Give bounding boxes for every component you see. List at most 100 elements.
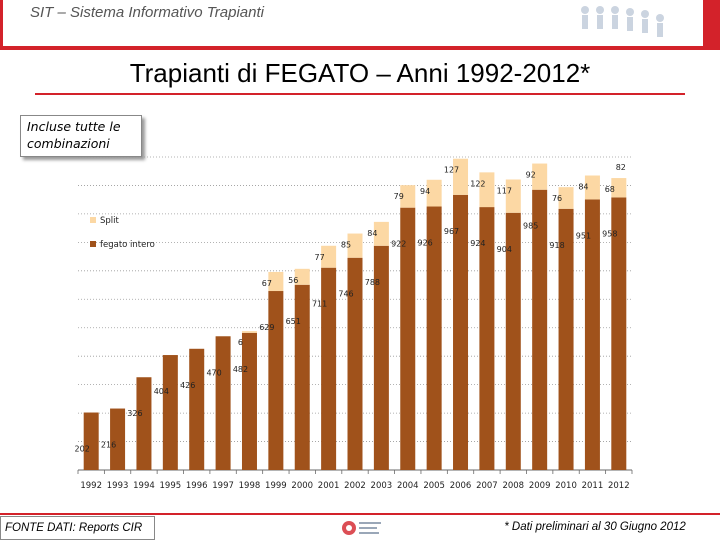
data-label-split: 85	[341, 241, 351, 250]
data-label-split: 94	[420, 187, 430, 196]
header-title: SIT – Sistema Informativo Trapianti	[30, 4, 264, 21]
data-label-fegato-intero: 629	[259, 323, 274, 332]
bar-fegato-intero	[400, 207, 416, 470]
bar-split	[453, 158, 469, 195]
bar-fegato-intero	[189, 348, 205, 470]
data-label-split: 84	[367, 229, 377, 238]
note-box: Incluse tutte le combinazioni	[20, 115, 142, 157]
bar-split	[532, 163, 548, 190]
data-label-fegato-intero: 404	[154, 387, 169, 396]
footer-rule	[0, 513, 720, 515]
people-chain-icon	[581, 6, 664, 37]
data-label-fegato-intero: 922	[391, 240, 406, 249]
bar-split	[400, 185, 416, 208]
bar-fegato-intero	[558, 208, 574, 470]
x-tick-label: 1992	[80, 481, 102, 491]
bar-split	[321, 245, 337, 268]
legend-label-fegato-intero: fegato intero	[100, 240, 155, 250]
bar-fegato-intero	[83, 412, 99, 470]
x-tick-label: 2001	[318, 481, 340, 491]
bar-split	[241, 331, 257, 333]
bar-split	[347, 233, 363, 258]
page-title: Trapianti di FEGATO – Anni 1992-2012*	[129, 58, 591, 88]
bar-split	[611, 178, 627, 198]
x-tick-label: 2002	[344, 481, 366, 491]
source-note: FONTE DATI: Reports CIR	[0, 516, 155, 540]
x-tick-label: 1999	[265, 481, 287, 491]
data-label-fegato-intero: 788	[365, 278, 380, 287]
legend-label-split: Split	[100, 216, 120, 226]
legend-swatch-fegato-intero	[90, 241, 96, 247]
data-label-split: 127	[444, 166, 459, 175]
x-tick-label: 2007	[476, 481, 498, 491]
data-label-fegato-intero: 918	[549, 241, 564, 250]
x-tick-label: 1996	[186, 481, 208, 491]
bar-fegato-intero	[321, 267, 337, 470]
data-label-fegato-intero: 326	[127, 409, 142, 418]
data-label-fegato-intero: 926	[418, 239, 433, 248]
bar-fegato-intero	[479, 207, 495, 470]
data-label-fegato-intero: 470	[206, 368, 221, 377]
data-label-fegato-intero: 924	[470, 239, 485, 248]
bar-fegato-intero	[426, 206, 442, 470]
data-label-fegato-intero: 985	[523, 222, 538, 231]
bar-fegato-intero	[532, 189, 548, 471]
bar-split	[294, 268, 310, 285]
data-label-fegato-intero: 482	[233, 365, 248, 374]
centro-nazionale-trapianti-logo-icon	[342, 521, 381, 535]
bar-fegato-intero	[505, 212, 521, 470]
data-label-fegato-intero: 202	[75, 445, 90, 454]
bar-fegato-intero	[136, 377, 152, 470]
x-tick-label: 2011	[582, 481, 604, 491]
x-tick-label: 2003	[371, 481, 393, 491]
data-label-extra: 82	[616, 163, 626, 172]
data-label-fegato-intero: 958	[602, 229, 617, 238]
bar-split	[505, 179, 521, 213]
preliminary-data-note: * Dati preliminari al 30 Giugno 2012	[504, 521, 686, 533]
data-label-fegato-intero: 746	[338, 290, 353, 299]
x-tick-label: 2000	[291, 481, 313, 491]
x-tick-label: 2012	[608, 481, 630, 491]
data-label-fegato-intero: 426	[180, 381, 195, 390]
bar-split	[426, 179, 442, 207]
x-tick-label: 2005	[423, 481, 445, 491]
bar-split	[479, 172, 495, 208]
data-label-split: 122	[470, 179, 485, 188]
bar-fegato-intero	[584, 199, 600, 470]
data-label-split: 92	[526, 171, 536, 180]
data-label-fegato-intero: 711	[312, 300, 327, 309]
data-label-split: 56	[288, 276, 298, 285]
x-tick-label: 2009	[529, 481, 551, 491]
bar-fegato-intero	[110, 408, 126, 470]
bar-fegato-intero	[215, 336, 231, 470]
x-tick-label: 1997	[212, 481, 234, 491]
data-label-fegato-intero: 951	[576, 231, 591, 240]
bar-split	[373, 221, 389, 246]
data-label-split: 68	[605, 185, 615, 194]
header-bar: SIT – Sistema Informativo Trapianti	[0, 0, 720, 50]
bar-split	[268, 271, 284, 292]
data-label-split: 77	[315, 253, 325, 262]
data-label-split: 6	[238, 338, 243, 347]
data-label-fegato-intero: 967	[444, 227, 459, 236]
bar-split	[584, 175, 600, 200]
bar-fegato-intero	[162, 355, 178, 470]
bar-fegato-intero	[294, 284, 310, 470]
x-tick-label: 2008	[502, 481, 524, 491]
data-label-split: 67	[262, 279, 272, 288]
legend-swatch-split	[90, 217, 96, 223]
x-tick-label: 2010	[555, 481, 577, 491]
data-label-split: 117	[497, 186, 512, 195]
x-tick-label: 1998	[239, 481, 261, 491]
data-label-fegato-intero: 651	[286, 317, 301, 326]
data-label-fegato-intero: 904	[497, 245, 512, 254]
x-tick-label: 2006	[450, 481, 472, 491]
x-tick-label: 1995	[160, 481, 182, 491]
x-tick-label: 2004	[397, 481, 419, 491]
x-tick-label: 1994	[133, 481, 155, 491]
bar-fegato-intero	[268, 291, 284, 470]
bar-fegato-intero	[453, 194, 469, 470]
title-underline	[35, 93, 685, 95]
data-label-fegato-intero: 216	[101, 441, 116, 450]
